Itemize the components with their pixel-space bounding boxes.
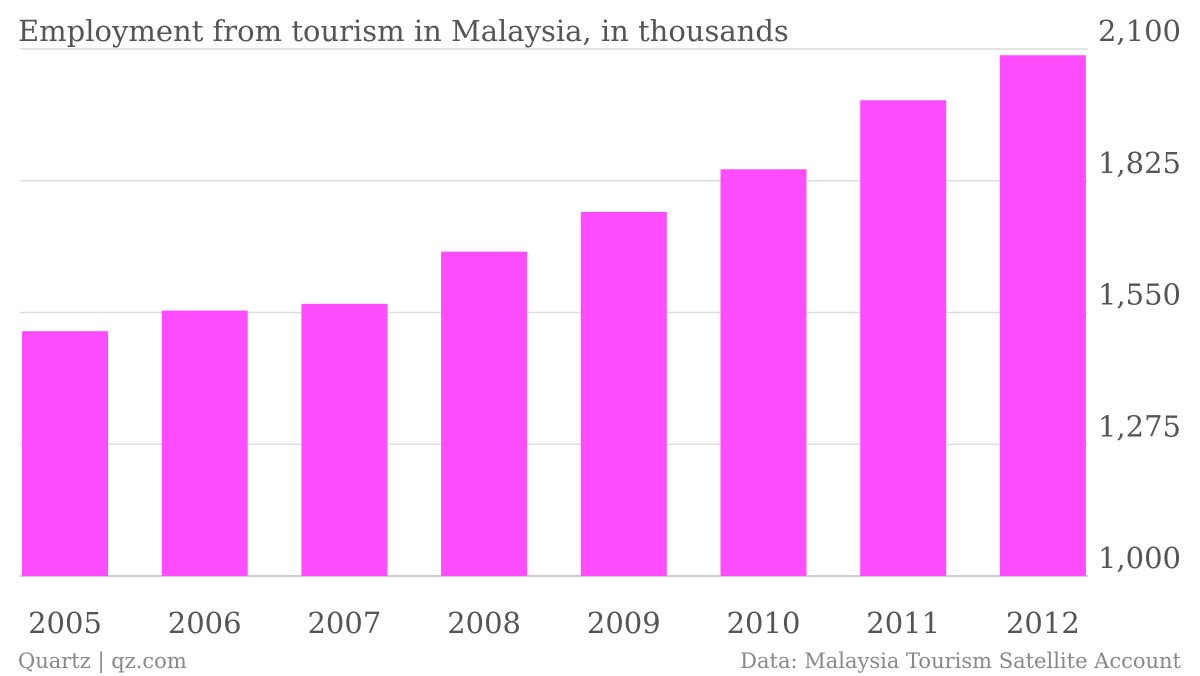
bar-2007 (301, 303, 388, 576)
bar-2009 (580, 211, 667, 576)
x-tick-label: 2007 (307, 606, 381, 640)
x-tick-label: 2008 (447, 606, 521, 640)
bar-2006 (161, 310, 248, 576)
x-tick-label: 2006 (168, 606, 242, 640)
bar-2005 (22, 331, 108, 576)
x-axis-ticks: 2005 2006 2007 2008 2009 2010 2011 2012 (28, 606, 1080, 640)
x-tick-label: 2009 (587, 606, 661, 640)
y-tick-label: 1,000 (1098, 541, 1181, 575)
bar-2008 (441, 251, 528, 576)
data-source: Data: Malaysia Tourism Satellite Account (740, 649, 1181, 673)
x-tick-label: 2010 (727, 606, 801, 640)
y-tick-label: 1,825 (1098, 146, 1181, 180)
source-credit: Quartz | qz.com (18, 649, 187, 674)
x-tick-label: 2012 (1006, 606, 1080, 640)
chart-title: Employment from tourism in Malaysia, in … (18, 14, 789, 48)
x-tick-label: 2011 (866, 606, 940, 640)
y-tick-label: 1,275 (1098, 409, 1181, 443)
y-tick-label: 1,550 (1098, 278, 1181, 312)
bar-2011 (860, 100, 947, 576)
bar-2010 (720, 169, 807, 576)
y-axis-ticks: 1,000 1,275 1,550 1,825 2,100 (1098, 14, 1181, 575)
x-tick-label: 2005 (28, 606, 102, 640)
y-tick-label: 2,100 (1098, 14, 1181, 48)
bar-2012 (999, 55, 1086, 577)
bars (22, 55, 1086, 577)
